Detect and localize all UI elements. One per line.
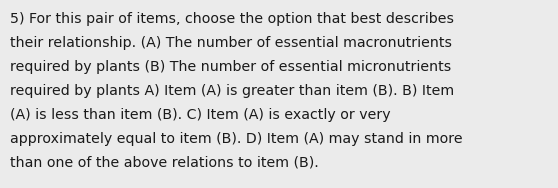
Text: than one of the above relations to item (B).: than one of the above relations to item … [10, 156, 319, 170]
Text: 5) For this pair of items, choose the option that best describes: 5) For this pair of items, choose the op… [10, 12, 454, 26]
Text: approximately equal to item (B). D) Item (A) may stand in more: approximately equal to item (B). D) Item… [10, 132, 463, 146]
Text: (A) is less than item (B). C) Item (A) is exactly or very: (A) is less than item (B). C) Item (A) i… [10, 108, 391, 122]
Text: required by plants (B) The number of essential micronutrients: required by plants (B) The number of ess… [10, 60, 451, 74]
Text: required by plants A) Item (A) is greater than item (B). B) Item: required by plants A) Item (A) is greate… [10, 84, 454, 98]
Text: their relationship. (A) The number of essential macronutrients: their relationship. (A) The number of es… [10, 36, 452, 50]
